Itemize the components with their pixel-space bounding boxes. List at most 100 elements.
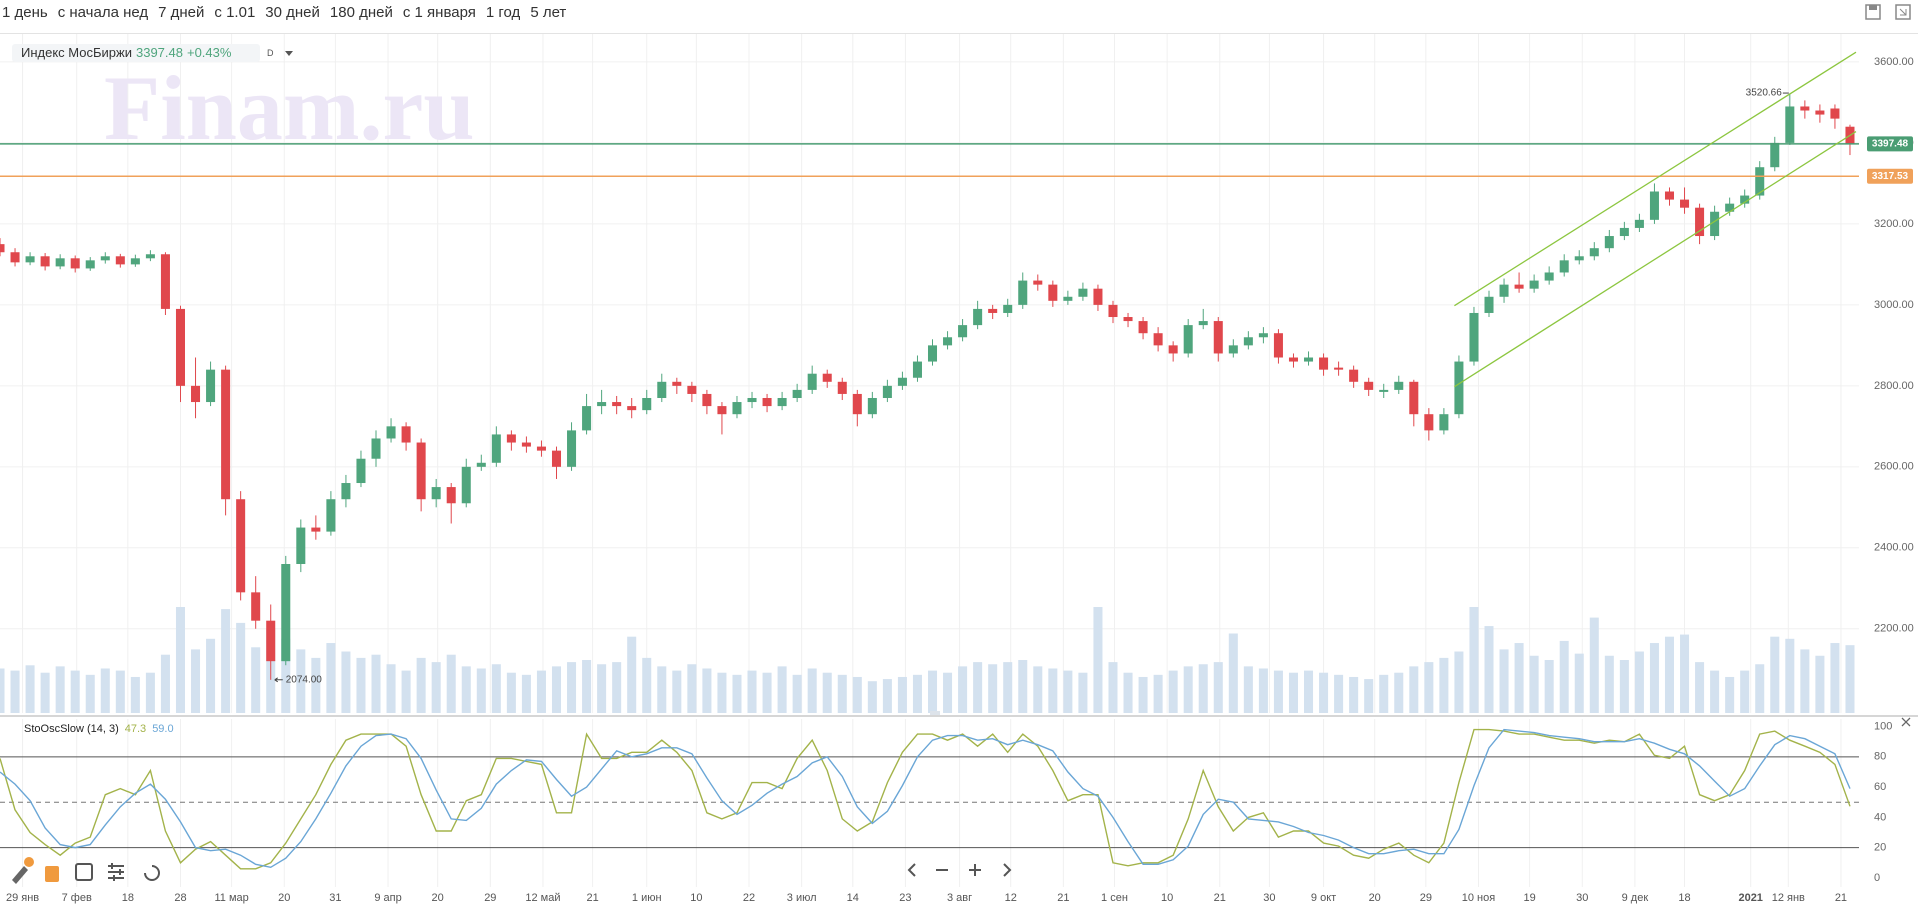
volume-bar [867, 681, 877, 713]
fullscreen-icon[interactable] [1895, 4, 1911, 20]
candle-body [40, 256, 50, 267]
x-tick-label: 9 дек [1622, 892, 1649, 904]
volume-bar [1033, 666, 1043, 713]
candle-body [1815, 110, 1825, 115]
volume-bar [627, 636, 637, 713]
tool-reset[interactable] [144, 865, 160, 881]
candle-body [446, 487, 456, 504]
indicator-d-value: 59.0 [152, 723, 173, 735]
candle-body [837, 381, 847, 394]
x-tick-label: 30 [1263, 892, 1275, 904]
volume-bar [371, 654, 381, 713]
volume-bar [1334, 674, 1344, 713]
candle-body [1334, 367, 1344, 370]
candle-body [1093, 288, 1103, 305]
candle-body [401, 426, 411, 443]
candle-body [1183, 325, 1193, 354]
candle-body [1033, 280, 1043, 285]
volume-bar [1800, 649, 1810, 713]
candle-body [251, 592, 261, 621]
volume-bar [958, 666, 968, 713]
volume-bar [762, 672, 772, 713]
volume-bar [85, 674, 95, 713]
candle-body [1649, 191, 1659, 220]
zoom-in[interactable] [969, 864, 981, 876]
volume-bar [1559, 640, 1569, 713]
candle-body [1228, 345, 1238, 354]
volume-bar [416, 657, 426, 713]
tool-layers[interactable] [45, 866, 59, 882]
close-indicator[interactable] [1901, 717, 1911, 727]
x-tick-label: 28 [174, 892, 186, 904]
tool-brush[interactable] [12, 866, 28, 884]
candle-body [551, 450, 562, 467]
candle-body [1800, 106, 1810, 111]
y-tick-label: 3600.00 [1874, 56, 1914, 68]
candle-body [807, 373, 817, 390]
volume-bar [1394, 672, 1404, 713]
candle-body [777, 397, 787, 407]
nav-right[interactable] [1003, 863, 1012, 877]
period-button[interactable]: 30 дней [265, 4, 320, 21]
candle-body [627, 406, 637, 411]
volume-bar [732, 674, 742, 713]
period-button[interactable]: 5 лет [530, 4, 566, 21]
candle-body [1153, 333, 1163, 346]
volume-bar [326, 643, 336, 713]
candle-body [867, 397, 877, 415]
candle-body [988, 308, 998, 313]
volume-bar [582, 660, 592, 713]
x-tick-label: 3 авг [947, 892, 972, 904]
nav-left[interactable] [907, 863, 916, 877]
candle-body [1559, 260, 1569, 273]
volume-bar [281, 638, 291, 713]
x-tick-label: 3 июл [787, 892, 817, 904]
volume-bar [70, 670, 80, 713]
pane-resize-handle[interactable] [930, 711, 940, 715]
legend-box [12, 44, 260, 62]
high-label: 3520.66 [1746, 88, 1783, 99]
volume-bar [1664, 636, 1675, 713]
candle-body [0, 244, 5, 253]
candle-body [687, 385, 697, 394]
volume-bar [311, 657, 321, 713]
period-button[interactable]: 180 дней [330, 4, 393, 21]
candle-body [431, 487, 441, 500]
candle-body [115, 256, 125, 265]
drawing-tools [12, 857, 1012, 884]
period-button[interactable]: 1 год [486, 4, 521, 21]
period-button[interactable]: 1 день [2, 4, 48, 21]
candle-body [927, 345, 938, 362]
volume-bar [1424, 662, 1434, 713]
candle-body [582, 406, 592, 431]
volume-bar [1409, 666, 1419, 713]
tool-indicators[interactable] [75, 863, 93, 881]
y-tick-label: 3000.00 [1874, 299, 1914, 311]
volume-bar [115, 670, 125, 713]
candle-body [1048, 284, 1058, 301]
period-button[interactable]: с 1 января [403, 4, 476, 21]
price-level-label: 3397.48 [1872, 139, 1909, 150]
period-button[interactable]: с 1.01 [214, 4, 255, 21]
x-tick-label: 12 янв [1772, 892, 1805, 904]
dropdown-arrow[interactable] [285, 51, 293, 56]
tool-settings[interactable] [108, 863, 124, 881]
candle-body [1108, 304, 1118, 318]
candle-body [311, 527, 321, 532]
candle-body [958, 325, 968, 338]
volume-bar [1830, 643, 1840, 713]
candle-body [191, 385, 201, 403]
volume-bar [1258, 668, 1268, 713]
volume-bar [1439, 657, 1449, 713]
volume-bar [717, 672, 727, 713]
candle-body [266, 620, 276, 662]
x-tick-label: 14 [847, 892, 859, 904]
volume-bar [672, 670, 682, 713]
x-tick-label: 30 [1576, 892, 1588, 904]
candle-body [822, 373, 832, 382]
volume-bar [1003, 662, 1013, 713]
interval[interactable]: D [267, 48, 274, 58]
period-button[interactable]: 7 дней [158, 4, 204, 21]
period-button[interactable]: с начала нед [58, 4, 149, 21]
candle-body [1710, 211, 1720, 237]
